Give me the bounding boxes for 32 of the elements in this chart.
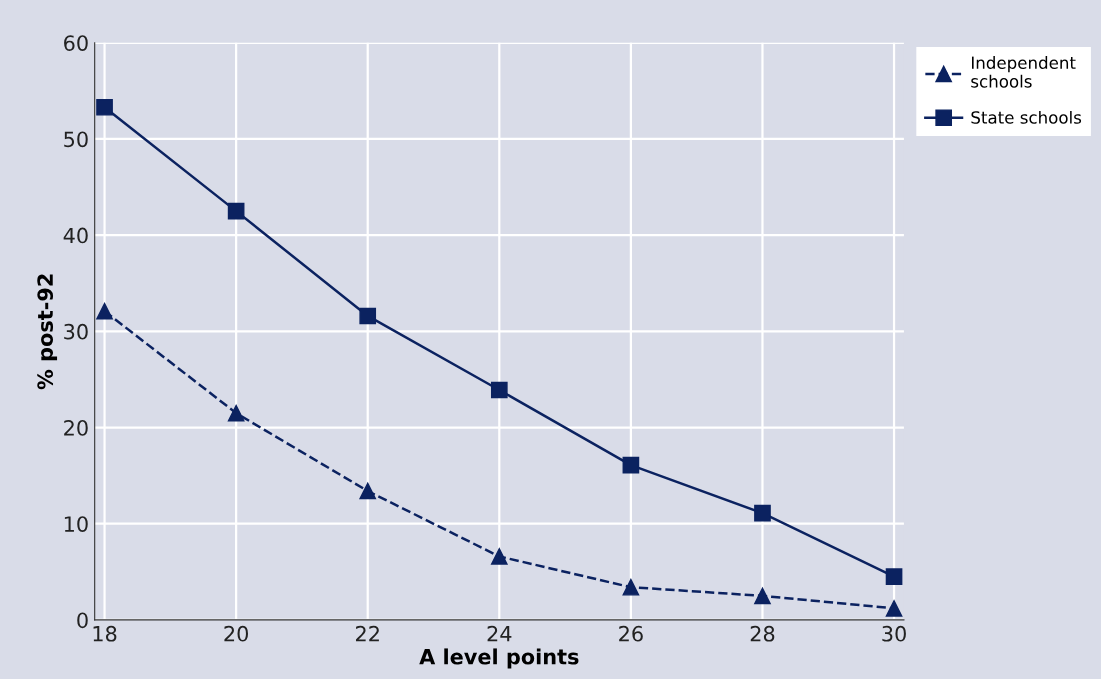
x-tick-label: 20	[224, 625, 249, 642]
y-tick-label: 0	[77, 612, 88, 629]
point	[227, 404, 245, 422]
point	[622, 578, 640, 596]
legend-label: Independent schools	[971, 56, 1076, 88]
y-axis-title: % post-92	[37, 274, 58, 390]
point	[227, 202, 245, 220]
point	[96, 98, 113, 116]
point	[754, 587, 771, 605]
y-tick-label: 60	[64, 35, 88, 51]
y-tick-label: 20	[64, 420, 88, 436]
legend-label: State schools	[971, 110, 1082, 124]
point	[359, 307, 377, 325]
point	[885, 568, 903, 585]
x-axis-title: A level points	[419, 648, 579, 669]
point	[754, 504, 771, 522]
x-tick-label: 22	[355, 625, 379, 642]
y-tick-label: 10	[64, 516, 88, 532]
x-tick-label: 26	[619, 625, 643, 642]
x-tick-label: 24	[487, 625, 512, 642]
y-tick-label: 40	[63, 227, 88, 244]
y-tick-label: 30	[64, 323, 88, 340]
point	[885, 600, 903, 617]
point	[490, 548, 508, 565]
point	[490, 381, 508, 399]
x-tick-label: 18	[93, 625, 117, 642]
x-tick-label: 30	[882, 625, 906, 642]
y-tick-label: 50	[64, 131, 88, 148]
x-tick-label: 28	[750, 625, 775, 642]
point	[359, 482, 377, 500]
point	[622, 456, 640, 474]
point	[96, 302, 113, 320]
